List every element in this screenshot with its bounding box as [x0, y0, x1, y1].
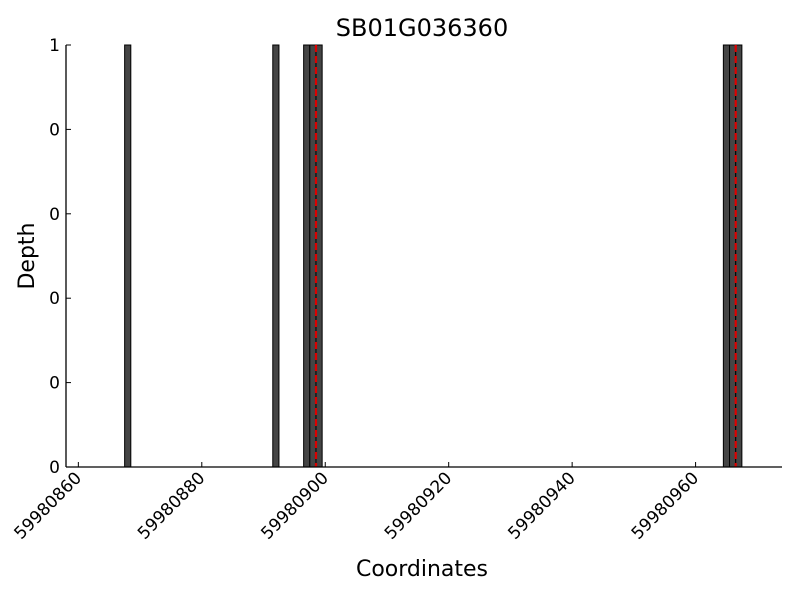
- y-ticks: 0 0 0 0 0 1: [49, 36, 71, 478]
- x-tick-label: 59980900: [257, 468, 332, 543]
- y-tick-label: 0: [49, 374, 60, 394]
- y-axis-label: Depth: [15, 222, 40, 289]
- x-tick-label: 59980860: [11, 468, 86, 543]
- depth-bar: [303, 44, 311, 468]
- markers-layer: [314, 45, 737, 467]
- x-tick-label: 59980920: [381, 468, 456, 543]
- y-tick-label: 0: [49, 289, 60, 309]
- x-axis-label: Coordinates: [356, 557, 488, 582]
- depth-bar: [124, 44, 132, 468]
- x-tick-label: 59980940: [504, 468, 579, 543]
- chart-title: SB01G036360: [336, 14, 508, 42]
- x-tick-label: 59980880: [134, 468, 209, 543]
- depth-bar: [722, 44, 731, 468]
- x-ticks: 59980860 59980880 59980900 59980920 59980940…: [11, 462, 703, 544]
- depth-bar: [272, 44, 280, 468]
- axes-layer: [65, 45, 782, 468]
- bars-layer: [124, 44, 743, 468]
- y-tick-label: 0: [49, 205, 60, 225]
- y-tick-label: 1: [49, 36, 60, 56]
- y-tick-label: 0: [49, 458, 60, 478]
- y-tick-label: 0: [49, 120, 60, 140]
- x-tick-label: 59980960: [628, 468, 703, 543]
